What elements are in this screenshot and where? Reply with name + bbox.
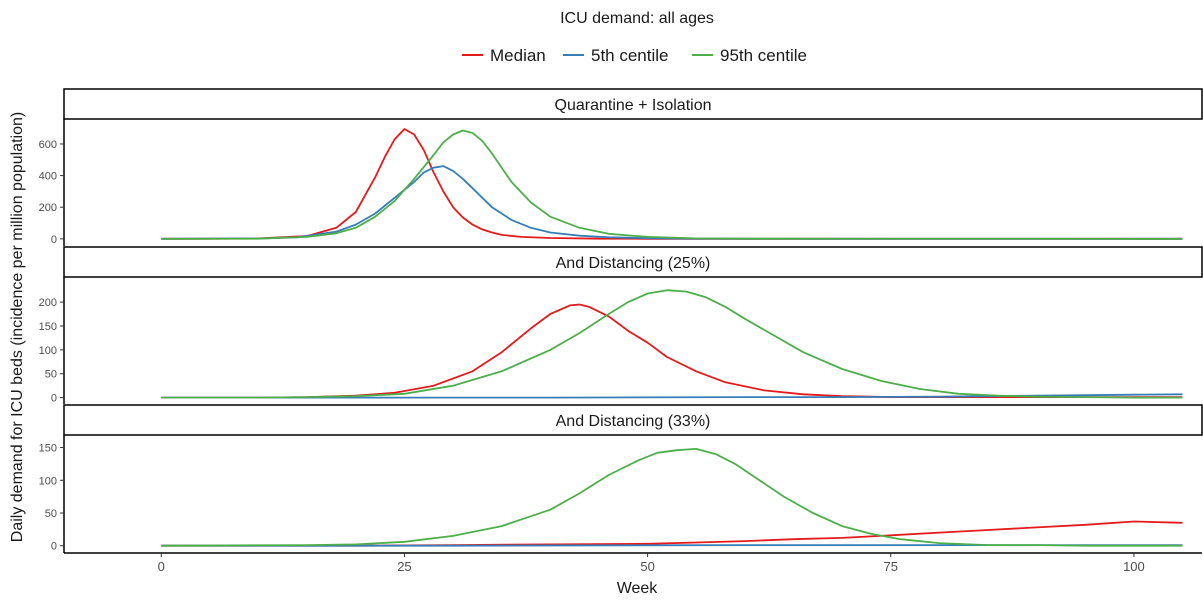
y-tick-label: 50 xyxy=(45,508,57,520)
series-line-median xyxy=(161,520,1183,547)
x-axis-title: Week xyxy=(617,580,659,597)
y-tick-label: 0 xyxy=(51,234,57,246)
series-line-median xyxy=(161,303,1183,399)
series-line-median xyxy=(161,128,1183,240)
strip-label: Quarantine + Isolation xyxy=(555,97,712,114)
y-tick-label: 50 xyxy=(45,369,57,381)
y-axis-title: Daily demand for ICU beds (incidence per… xyxy=(9,112,26,542)
y-tick-label: 0 xyxy=(51,541,57,553)
strip-box xyxy=(63,246,1203,278)
y-tick-label: 150 xyxy=(39,321,57,333)
facet-panels: Quarantine + Isolation 0 200 400 600 And Dist… xyxy=(39,88,1203,553)
x-tick-label: 0 xyxy=(158,559,165,574)
series-line-95th-centile xyxy=(161,289,1183,399)
x-tick-label: 50 xyxy=(640,559,654,574)
x-tick-label: 25 xyxy=(397,559,411,574)
legend: Median 5th centile 95th centile xyxy=(462,46,807,65)
y-tick-label: 100 xyxy=(39,475,57,487)
series-line-95th-centile xyxy=(161,129,1183,240)
y-tick-label: 200 xyxy=(39,297,57,309)
y-tick-label: 600 xyxy=(39,139,57,151)
strip-box xyxy=(63,88,1203,120)
legend-label-95th-centile: 95th centile xyxy=(720,46,807,65)
x-tick-label: 100 xyxy=(1123,559,1145,574)
y-tick-label: 100 xyxy=(39,345,57,357)
x-axis: 0 25 50 75 100 xyxy=(64,552,1202,574)
panel-2: And Distancing (25%) 0 50 100 150 200 xyxy=(39,246,1203,405)
y-tick-label: 0 xyxy=(51,393,57,405)
legend-label-median: Median xyxy=(490,46,546,65)
x-tick-label: 75 xyxy=(884,559,898,574)
strip-box xyxy=(63,404,1203,436)
y-tick-label: 400 xyxy=(39,171,57,183)
series-line-5th-centile xyxy=(161,165,1183,240)
y-tick-label: 200 xyxy=(39,202,57,214)
series-line-95th-centile xyxy=(161,448,1183,547)
strip-label: And Distancing (33%) xyxy=(556,413,711,430)
strip-label: And Distancing (25%) xyxy=(556,255,711,272)
panel-1: Quarantine + Isolation 0 200 400 600 xyxy=(39,88,1203,246)
panel-3: And Distancing (33%) 0 50 100 150 xyxy=(39,404,1203,553)
series-line-5th-centile xyxy=(161,393,1183,399)
chart-title: ICU demand: all ages xyxy=(560,10,714,27)
y-tick-label: 150 xyxy=(39,443,57,455)
legend-label-5th-centile: 5th centile xyxy=(591,46,669,65)
